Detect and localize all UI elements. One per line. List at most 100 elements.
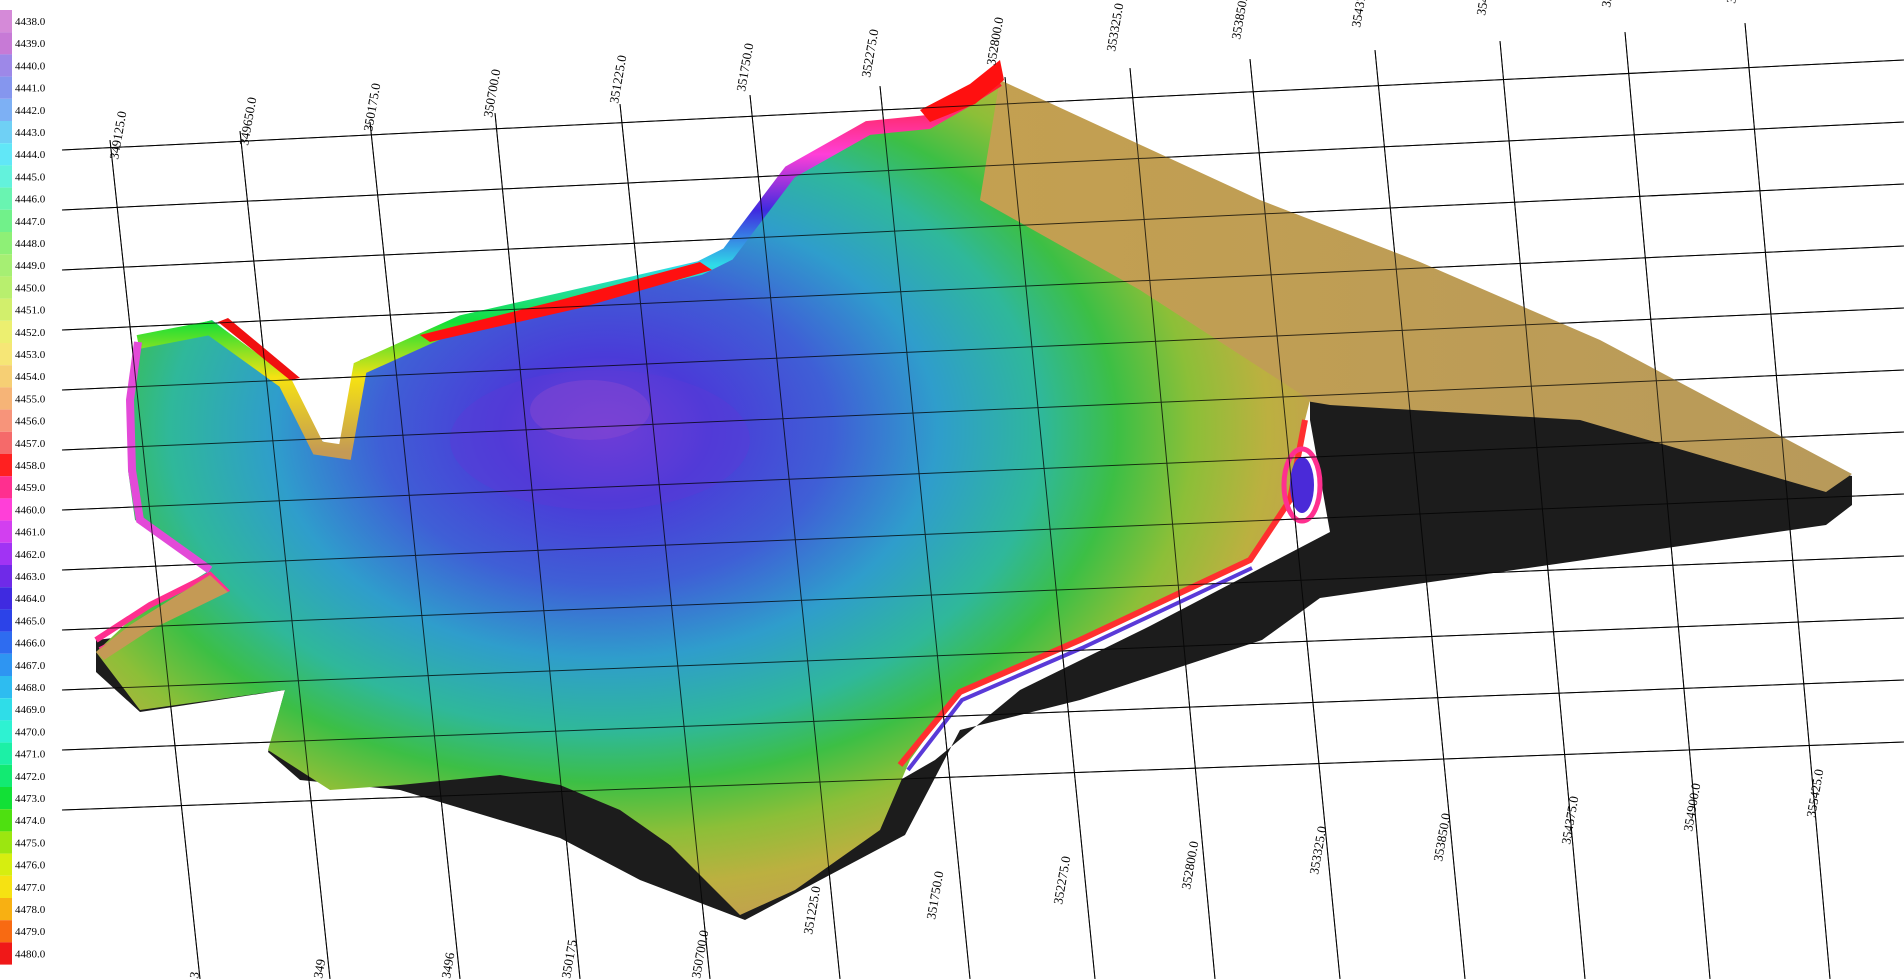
axis-tick-label: 35437: [1348, 0, 1369, 29]
legend-swatch: [0, 565, 12, 588]
grid-line: [61, 183, 1904, 271]
legend-label: 4448.0: [15, 238, 46, 250]
grid-line: [61, 741, 1904, 811]
axis-tick-label: 354900.0: [1680, 782, 1703, 833]
legend-swatch: [0, 98, 12, 121]
axis-tick-label: 3: [186, 971, 202, 979]
legend-swatch: [0, 209, 12, 232]
legend-label: 4457.0: [15, 438, 46, 450]
grid-line: [619, 103, 711, 979]
grid-line: [61, 59, 1904, 151]
legend-swatch: [0, 898, 12, 921]
grid-line: [369, 121, 461, 979]
grid-line: [1624, 31, 1711, 979]
axis-tick-label: 351750.0: [733, 42, 756, 93]
legend-label: 4459.0: [15, 482, 46, 494]
legend-swatch: [0, 942, 12, 965]
legend-swatch: [0, 875, 12, 898]
legend-label: 4465.0: [15, 615, 46, 627]
legend-label: 4449.0: [15, 260, 46, 272]
axis-tick-label: 352800.0: [983, 16, 1006, 67]
grid-line: [61, 245, 1904, 331]
legend-label: 4464.0: [15, 593, 46, 605]
axis-tick-label: 353325.0: [1306, 825, 1329, 876]
axis-tick-label: 349: [310, 958, 328, 979]
legend-swatch: [0, 10, 12, 33]
legend-label: 4467.0: [15, 660, 46, 672]
elevation-color-legend: 4438.0 4439.0 4440.0 4441.0 4442.0 4443.0 4444…: [0, 10, 46, 965]
legend-label: 4445.0: [15, 171, 46, 183]
legend-swatch: [0, 653, 12, 676]
grid-line: [61, 307, 1904, 391]
legend-label: 4438.0: [15, 16, 46, 28]
axis-tick-label: 351225.0: [800, 885, 823, 936]
legend-label: 4453.0: [15, 349, 46, 361]
legend-swatch: [0, 298, 12, 321]
legend-label: 4477.0: [15, 882, 46, 894]
grid-line: [61, 617, 1904, 691]
legend-label: 4479.0: [15, 926, 46, 938]
axis-tick-label: 353850.0: [1228, 0, 1251, 41]
legend-swatch: [0, 520, 12, 543]
legend-label: 4450.0: [15, 282, 46, 294]
grid-line: [61, 369, 1904, 451]
grid-line: [109, 139, 201, 979]
grid-line: [749, 94, 841, 979]
axis-tick-label: 353850.0: [1430, 812, 1453, 863]
legend-swatch: [0, 764, 12, 787]
legend-label: 4439.0: [15, 38, 46, 50]
legend-label: 4469.0: [15, 704, 46, 716]
legend-swatch: [0, 365, 12, 388]
southern-rim-inner: [906, 566, 1253, 772]
grid-line: [61, 121, 1904, 211]
legend-label: 4454.0: [15, 371, 46, 383]
east-shore-hole-rim: [1281, 446, 1323, 524]
legend-label: 4463.0: [15, 571, 46, 583]
legend-label: 4446.0: [15, 194, 46, 206]
rim-cap-north: [420, 262, 712, 342]
legend-swatch: [0, 809, 12, 832]
legend-label: 4462.0: [15, 549, 46, 561]
legend-swatch: [0, 431, 12, 454]
axis-tick-label: 350175: [558, 939, 580, 979]
legend-swatch: [0, 454, 12, 477]
grid-line: [61, 679, 1904, 751]
legend-label: 4452.0: [15, 327, 46, 339]
legend-swatch: [0, 742, 12, 765]
legend-swatch: [0, 165, 12, 188]
legend-label: 4472.0: [15, 771, 46, 783]
axis-tick-label: 349650.0: [236, 96, 259, 147]
legend-swatch: [0, 609, 12, 632]
axis-tick-label: 352275.0: [858, 28, 881, 79]
legend-label: 4444.0: [15, 149, 46, 161]
axis-tick-label: 351225.0: [606, 54, 629, 105]
legend-swatch: [0, 320, 12, 343]
deepest-point: [530, 380, 650, 440]
legend-swatch: [0, 76, 12, 99]
grid-line: [1744, 22, 1831, 979]
legend-swatch: [0, 121, 12, 144]
x-axis-bottom-labels: 351225.0 351750.0 352275.0 352800.0 353325.0…: [800, 768, 1826, 936]
axis-tick-label: 351750.0: [923, 870, 946, 921]
legend-label: 4475.0: [15, 837, 46, 849]
legend-label: 4466.0: [15, 638, 46, 650]
grid-line: [1004, 76, 1096, 979]
legend-label: 4440.0: [15, 60, 46, 72]
legend-label: 4460.0: [15, 504, 46, 516]
legend-swatch: [0, 276, 12, 299]
legend-swatch: [0, 720, 12, 743]
legend-label: 4478.0: [15, 904, 46, 916]
axis-tick-label: 355425.0: [1803, 768, 1826, 819]
grid-line: [61, 493, 1904, 571]
axis-tick-label: 352275.0: [1050, 855, 1073, 906]
axis-tick-label: 350175.0: [360, 82, 383, 133]
legend-swatch: [0, 853, 12, 876]
legend-label: 4442.0: [15, 105, 46, 117]
legend-label: 4443.0: [15, 127, 46, 139]
deep-water-core: [450, 370, 750, 510]
grid-line: [61, 431, 1904, 511]
legend-label: 4461.0: [15, 527, 46, 539]
legend-swatch: [0, 143, 12, 166]
legend-swatch: [0, 542, 12, 565]
